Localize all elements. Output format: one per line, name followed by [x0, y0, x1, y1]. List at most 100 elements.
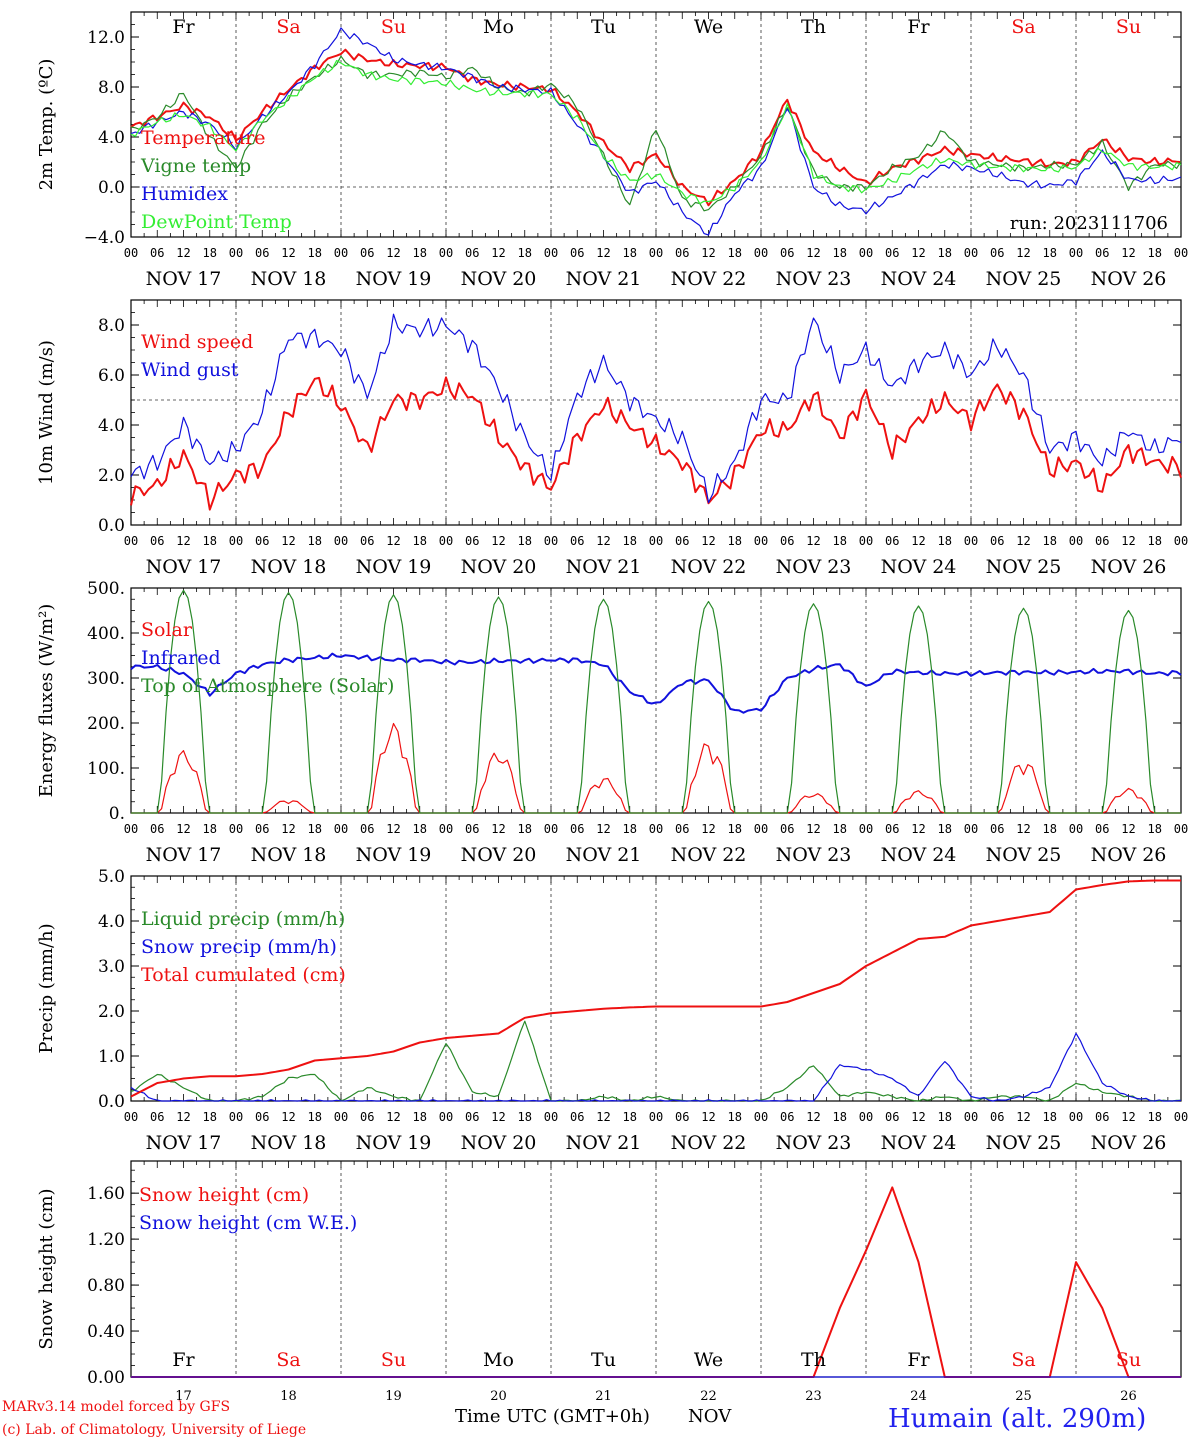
hour-tick-label: 00 [859, 822, 873, 836]
y-tick-label: 0.00 [87, 1368, 125, 1388]
hour-tick-label: 12 [1016, 1110, 1030, 1124]
day-name-label: Fr [172, 16, 195, 38]
hour-tick-label: 18 [308, 822, 322, 836]
hour-tick-label: 06 [885, 534, 899, 548]
hour-tick-label: 12 [386, 246, 400, 260]
hour-tick-label: 06 [675, 1110, 689, 1124]
hour-tick-label: 18 [728, 534, 742, 548]
x-axis-label: Time UTC (GMT+0h) [455, 1406, 650, 1427]
date-label: NOV 21 [566, 844, 642, 866]
hour-tick-label: 00 [124, 1110, 138, 1124]
hour-tick-label: 06 [465, 534, 479, 548]
hour-tick-label: 18 [203, 822, 217, 836]
date-label: NOV 20 [461, 844, 537, 866]
hour-tick-label: 00 [544, 534, 558, 548]
series-line-humidex [130, 27, 1182, 236]
hour-tick-label: 06 [885, 1110, 899, 1124]
hour-tick-label: 18 [518, 534, 532, 548]
hour-tick-label: 00 [229, 534, 243, 548]
hour-tick-label: 12 [281, 534, 295, 548]
hour-tick-label: 18 [518, 1110, 532, 1124]
date-label: NOV 19 [356, 556, 432, 578]
panel-1: −4.0 0.0 4.0 8.0 12.0 2m Temp. (ºC) Temperatur… [36, 11, 1188, 290]
hour-tick-label: 06 [675, 246, 689, 260]
hour-tick-label: 06 [990, 534, 1004, 548]
hour-tick-label: 18 [1043, 1110, 1057, 1124]
day-name-label: Sa [276, 1349, 300, 1371]
hour-tick-label: 00 [964, 1110, 978, 1124]
day-name-label: Sa [1011, 1349, 1035, 1371]
hour-tick-label: 18 [833, 534, 847, 548]
date-label: NOV 22 [671, 1132, 747, 1154]
hour-tick-label: 12 [1016, 822, 1030, 836]
hour-tick-label: 06 [150, 534, 164, 548]
y-tick-label: 8.0 [98, 316, 125, 336]
hour-tick-label: 06 [780, 822, 794, 836]
hour-tick-label: 00 [334, 534, 348, 548]
series-line-temperature [130, 48, 1182, 207]
credit-line-2: (c) Lab. of Climatology, University of L… [2, 1422, 306, 1438]
hour-tick-label: 00 [544, 246, 558, 260]
hour-tick-label: 18 [728, 246, 742, 260]
hour-tick-label: 00 [1174, 1110, 1188, 1124]
hour-tick-label: 18 [203, 246, 217, 260]
hour-tick-label: 12 [1121, 1110, 1135, 1124]
hour-tick-label: 06 [1095, 822, 1109, 836]
y-tick-label: 200. [87, 714, 125, 734]
hour-tick-label: 06 [780, 1110, 794, 1124]
date-label: NOV 22 [671, 556, 747, 578]
hour-tick-label: 06 [360, 534, 374, 548]
hour-tick-label: 12 [176, 534, 190, 548]
day-name-label: Su [381, 16, 406, 38]
date-label: NOV 19 [356, 268, 432, 290]
hour-tick-label: 12 [806, 822, 820, 836]
day-number-label: 18 [280, 1389, 297, 1404]
hour-tick-label: 12 [1016, 534, 1030, 548]
hour-tick-label: 12 [491, 1110, 505, 1124]
y-axis-label: 10m Wind (m/s) [36, 340, 57, 485]
y-tick-label: 0.0 [98, 178, 125, 198]
run-annotation: run: 2023111706 [1010, 213, 1168, 234]
hour-tick-label: 12 [701, 1110, 715, 1124]
hour-tick-label: 00 [649, 1110, 663, 1124]
date-label: NOV 23 [776, 268, 852, 290]
y-axis-label: Precip (mm/h) [36, 923, 57, 1053]
plot-frame [130, 587, 1182, 814]
y-tick-label: 0.40 [87, 1322, 125, 1342]
hour-tick-label: 18 [833, 246, 847, 260]
hour-tick-label: 06 [255, 822, 269, 836]
day-name-label: Th [801, 1349, 826, 1371]
legend-item: DewPoint Temp [141, 211, 292, 233]
y-tick-label: 4.0 [98, 128, 125, 148]
hour-tick-label: 12 [596, 822, 610, 836]
date-label: NOV 24 [881, 1132, 957, 1154]
y-tick-label: 1.0 [98, 1047, 125, 1067]
legend-item: Snow precip (mm/h) [141, 936, 337, 958]
hour-tick-label: 18 [938, 1110, 952, 1124]
hour-tick-label: 12 [281, 1110, 295, 1124]
hour-tick-label: 18 [728, 1110, 742, 1124]
hour-tick-label: 00 [439, 246, 453, 260]
hour-tick-label: 06 [1095, 534, 1109, 548]
date-label: NOV 17 [146, 556, 222, 578]
date-label: NOV 20 [461, 1132, 537, 1154]
y-axis-label: 2m Temp. (ºC) [36, 59, 57, 191]
hour-tick-label: 12 [1016, 246, 1030, 260]
hour-tick-label: 00 [754, 246, 768, 260]
y-tick-label: 400. [87, 624, 125, 644]
hour-tick-label: 18 [623, 246, 637, 260]
series-line-top-of-atmosphere-solar- [131, 589, 1181, 814]
date-label: NOV 23 [776, 556, 852, 578]
hour-tick-label: 06 [1095, 246, 1109, 260]
hour-tick-label: 12 [176, 1110, 190, 1124]
hour-tick-label: 06 [885, 246, 899, 260]
hour-tick-label: 18 [413, 1110, 427, 1124]
hour-tick-label: 18 [1043, 246, 1057, 260]
hour-tick-label: 12 [176, 246, 190, 260]
plot-frame [130, 11, 1182, 238]
y-tick-label: 8.0 [98, 78, 125, 98]
hour-tick-label: 06 [990, 246, 1004, 260]
hour-tick-label: 00 [964, 534, 978, 548]
legend-item: Solar [141, 619, 193, 641]
